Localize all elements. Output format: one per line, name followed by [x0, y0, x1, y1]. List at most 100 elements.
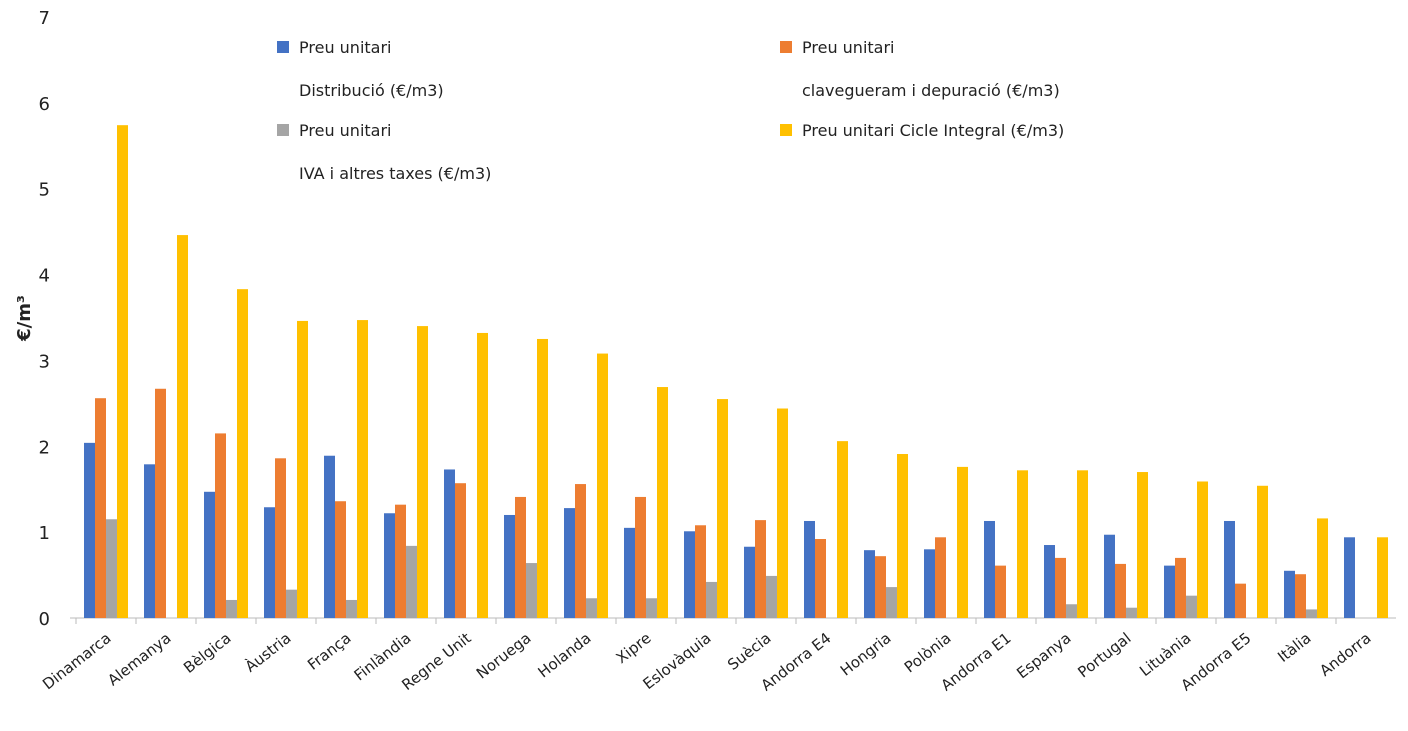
legend-swatch — [780, 41, 792, 53]
bar — [477, 332, 488, 618]
bar — [455, 483, 466, 618]
x-tick-label: Bèlgica — [180, 629, 234, 677]
bar — [526, 563, 537, 618]
bar — [1137, 472, 1148, 618]
x-tick-label: Xipre — [613, 629, 655, 667]
bar — [504, 514, 515, 618]
bar — [406, 545, 417, 618]
bar — [657, 387, 668, 618]
bar — [984, 520, 995, 618]
legend-label: Preu unitari Cicle Integral (€/m3) — [802, 121, 1065, 140]
y-tick-label: 5 — [39, 180, 50, 201]
bar — [646, 598, 657, 618]
bar — [537, 338, 548, 618]
x-tick-label: Itàlia — [1274, 629, 1314, 666]
bar — [1344, 537, 1355, 618]
bar — [384, 513, 395, 618]
bar — [237, 289, 248, 618]
bar — [1224, 520, 1235, 618]
y-tick-label: 0 — [39, 609, 50, 630]
bar — [286, 589, 297, 618]
bar — [444, 469, 455, 618]
bar — [717, 399, 728, 618]
bar — [924, 549, 935, 618]
x-tick-label: Portugal — [1074, 629, 1134, 681]
bar — [1115, 563, 1126, 618]
x-tick-label: Polònia — [901, 629, 955, 676]
bar — [1306, 609, 1317, 618]
bar — [346, 599, 357, 618]
legend-label: Preu unitari clavegueram i depuració (€/… — [802, 38, 1060, 100]
bar — [597, 353, 608, 618]
bar — [1055, 557, 1066, 618]
bar — [215, 433, 226, 618]
bar — [766, 575, 777, 618]
bar — [155, 388, 166, 618]
bar — [995, 565, 1006, 618]
bar — [1164, 565, 1175, 618]
y-tick-label: 1 — [39, 523, 50, 544]
bar — [886, 587, 897, 618]
bar — [575, 484, 586, 618]
legend-label: Preu unitari IVA i altres taxes (€/m3) — [299, 121, 492, 183]
y-tick-label: 7 — [39, 8, 50, 29]
bar — [837, 441, 848, 618]
x-tick-label: Andorra — [1316, 629, 1374, 680]
x-tick-label: França — [304, 629, 354, 674]
bar — [935, 537, 946, 618]
bar — [1257, 485, 1268, 618]
bar — [635, 496, 646, 618]
legend-entry: Preu unitari Distribució (€/m3) — [277, 26, 444, 112]
x-tick-label: Dinamarca — [39, 629, 114, 693]
x-tick-label: Àustria — [241, 628, 294, 676]
x-tick-label: Hongria — [837, 629, 895, 680]
bar — [1186, 595, 1197, 618]
bar — [1295, 574, 1306, 618]
x-tick-label: Suècia — [724, 629, 774, 674]
bar — [204, 491, 215, 618]
bar — [1197, 481, 1208, 618]
bar — [1126, 607, 1137, 618]
y-tick-label: 3 — [39, 351, 50, 372]
legend-entry: Preu unitari Cicle Integral (€/m3) — [780, 109, 1064, 152]
x-tick-label: Alemanya — [104, 629, 174, 689]
bar — [777, 408, 788, 618]
bar — [1377, 537, 1388, 618]
legend-entry: Preu unitari clavegueram i depuració (€/… — [780, 26, 1060, 112]
bar — [1317, 518, 1328, 618]
y-tick-label: 2 — [39, 437, 50, 458]
y-tick-label: 6 — [39, 94, 50, 115]
bar — [744, 546, 755, 618]
legend-swatch — [277, 41, 289, 53]
bar — [84, 442, 95, 618]
bar — [1017, 470, 1028, 618]
bar — [684, 531, 695, 618]
x-tick-label: Holanda — [534, 629, 594, 681]
legend-swatch — [277, 124, 289, 136]
x-tick-label: Espanya — [1013, 629, 1074, 682]
bar — [957, 466, 968, 618]
bar — [177, 235, 188, 618]
bar — [106, 519, 117, 618]
bar — [1235, 583, 1246, 618]
bar — [335, 501, 346, 618]
bar — [144, 464, 155, 618]
bar — [95, 398, 106, 618]
bar — [755, 520, 766, 618]
bar — [357, 320, 368, 618]
bar — [395, 504, 406, 618]
bar — [1066, 604, 1077, 618]
bar — [564, 508, 575, 618]
bar — [1104, 534, 1115, 618]
bar — [297, 320, 308, 618]
bar — [864, 550, 875, 618]
legend-swatch — [780, 124, 792, 136]
bar — [586, 598, 597, 618]
bar — [1044, 545, 1055, 618]
bar — [815, 539, 826, 618]
bar — [624, 527, 635, 618]
bar — [1077, 470, 1088, 618]
bar — [1175, 557, 1186, 618]
bar — [875, 556, 886, 618]
